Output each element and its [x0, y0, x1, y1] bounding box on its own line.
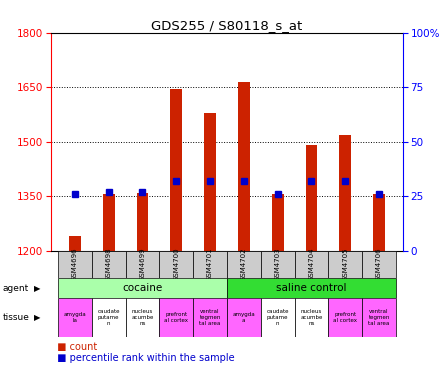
Bar: [193, 298, 227, 337]
Bar: [261, 251, 295, 278]
Text: ▶: ▶: [34, 284, 40, 293]
Text: tissue: tissue: [2, 313, 29, 322]
Bar: [238, 82, 250, 251]
Bar: [204, 113, 216, 251]
Text: GSM4704: GSM4704: [308, 248, 315, 281]
Text: amygda
a: amygda a: [232, 312, 255, 323]
Text: nucleus
acumbe
ns: nucleus acumbe ns: [300, 309, 323, 326]
Title: GDS255 / S80118_s_at: GDS255 / S80118_s_at: [151, 19, 303, 32]
Text: caudate
putame
n: caudate putame n: [97, 309, 120, 326]
Text: cocaine: cocaine: [122, 283, 162, 293]
Text: GSM4700: GSM4700: [173, 248, 179, 281]
Bar: [159, 251, 193, 278]
Text: nucleus
acumbe
ns: nucleus acumbe ns: [131, 309, 154, 326]
Bar: [328, 298, 362, 337]
Text: ventral
tegmen
tal area: ventral tegmen tal area: [199, 309, 221, 326]
Bar: [362, 298, 396, 337]
Text: agent: agent: [2, 284, 28, 293]
Text: caudate
putame
n: caudate putame n: [267, 309, 289, 326]
Bar: [159, 298, 193, 337]
Text: ■ percentile rank within the sample: ■ percentile rank within the sample: [51, 353, 235, 363]
Text: GSM4705: GSM4705: [342, 248, 348, 281]
Bar: [69, 236, 81, 251]
Text: prefront
al cortex: prefront al cortex: [333, 312, 357, 323]
Text: GSM4706: GSM4706: [376, 248, 382, 281]
Text: GSM4702: GSM4702: [241, 248, 247, 281]
Text: amygda
la: amygda la: [64, 312, 86, 323]
Bar: [306, 145, 317, 251]
Text: prefront
al cortex: prefront al cortex: [164, 312, 188, 323]
Bar: [58, 278, 227, 298]
Bar: [227, 251, 261, 278]
Bar: [58, 298, 92, 337]
Bar: [227, 298, 261, 337]
Bar: [193, 251, 227, 278]
Bar: [227, 278, 396, 298]
Text: GSM4698: GSM4698: [105, 248, 112, 281]
Bar: [328, 251, 362, 278]
Text: GSM4696: GSM4696: [72, 248, 78, 281]
Bar: [295, 298, 328, 337]
Bar: [137, 193, 148, 251]
Bar: [58, 251, 92, 278]
Bar: [261, 298, 295, 337]
Bar: [373, 194, 385, 251]
Bar: [125, 251, 159, 278]
Bar: [272, 194, 283, 251]
Bar: [170, 89, 182, 251]
Text: saline control: saline control: [276, 283, 347, 293]
Text: ■ count: ■ count: [51, 342, 97, 352]
Text: ventral
tegmen
tal area: ventral tegmen tal area: [368, 309, 390, 326]
Bar: [340, 135, 351, 251]
Text: GSM4701: GSM4701: [207, 248, 213, 281]
Text: GSM4699: GSM4699: [139, 248, 146, 281]
Bar: [362, 251, 396, 278]
Bar: [92, 251, 125, 278]
Bar: [103, 194, 114, 251]
Text: GSM4703: GSM4703: [275, 248, 281, 281]
Text: ▶: ▶: [34, 313, 40, 322]
Bar: [295, 251, 328, 278]
Bar: [125, 298, 159, 337]
Bar: [92, 298, 125, 337]
